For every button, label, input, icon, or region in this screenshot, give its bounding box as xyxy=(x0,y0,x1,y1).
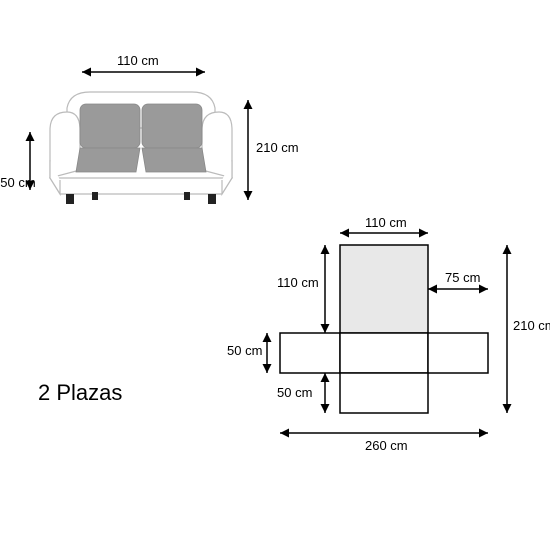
flat-top-height: 110 cm xyxy=(277,275,319,290)
sofa-width-label: 110 cm xyxy=(117,53,159,68)
flat-total-height: 210 cm xyxy=(513,318,550,333)
flat-right-arm: 75 cm xyxy=(445,270,480,285)
flat-top-width: 110 cm xyxy=(365,215,407,230)
flat-arm-gap: 50 cm xyxy=(277,385,312,400)
sofa-height-label: 210 cm xyxy=(256,140,299,155)
title-text: 2 Plazas xyxy=(38,380,122,406)
sofa-arm-label: 50 cm xyxy=(0,175,35,190)
flat-total-width: 260 cm xyxy=(365,438,408,453)
sofa-dimensions xyxy=(10,50,270,270)
diagram-container: 110 cm 210 cm 50 cm 50 cm 2 Plazas xyxy=(0,0,550,550)
flat-arm-height: 50 cm xyxy=(227,343,262,358)
